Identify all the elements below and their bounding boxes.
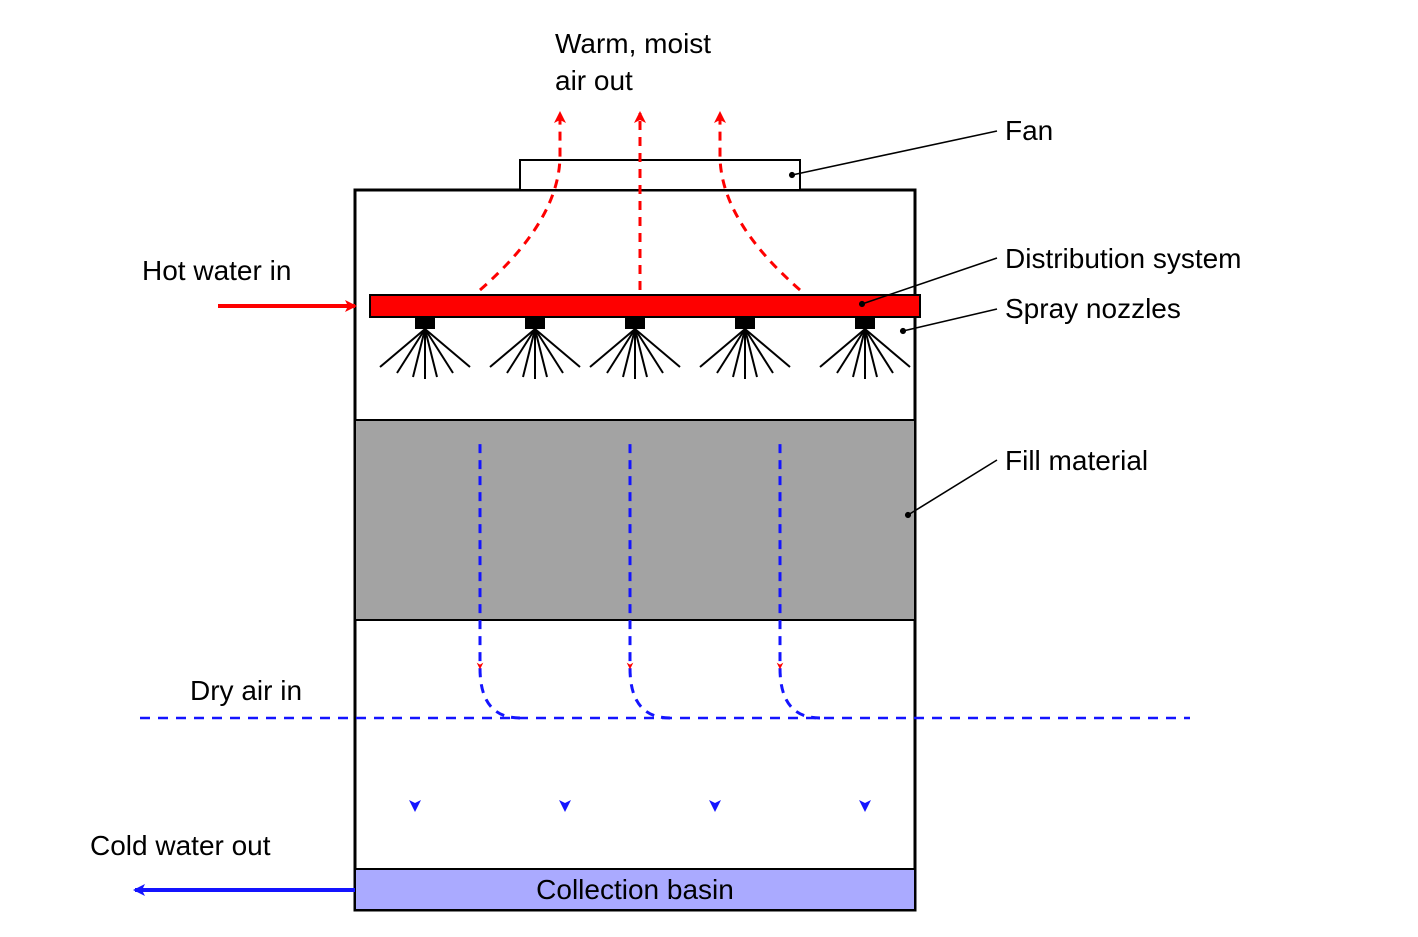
fill-material [355,420,915,620]
spray-ray [425,329,453,373]
spray-ray [865,329,910,367]
spray-ray [590,329,635,367]
label-warm-moist-air-out-2: air out [555,65,633,96]
spray-ray [607,329,635,373]
spray-ray [837,329,865,373]
label-fill-material: Fill material [1005,445,1148,476]
spray-ray [635,329,663,373]
label-distribution-system: Distribution system [1005,243,1242,274]
spray-ray [733,329,745,377]
label-fan: Fan [1005,115,1053,146]
spray-nozzle-2 [625,317,645,329]
spray-ray [745,329,773,373]
spray-nozzle-4 [855,317,875,329]
spray-ray [717,329,745,373]
spray-ray [380,329,425,367]
distribution-system [370,295,920,317]
label-hot-water-in: Hot water in [142,255,291,286]
warm-air-out-arrow-2 [720,113,800,290]
leader-fill_material [908,460,997,515]
spray-ray [865,329,893,373]
spray-ray [865,329,877,377]
fan [520,160,800,190]
spray-ray [425,329,470,367]
spray-ray [745,329,757,377]
label-collection-basin: Collection basin [536,874,734,905]
spray-ray [635,329,647,377]
spray-ray [535,329,580,367]
spray-ray [413,329,425,377]
warm-air-out-arrow-0 [480,113,560,290]
spray-ray [820,329,865,367]
spray-ray [425,329,437,377]
spray-ray [745,329,790,367]
spray-ray [523,329,535,377]
label-dry-air-in: Dry air in [190,675,302,706]
spray-ray [507,329,535,373]
spray-nozzle-1 [525,317,545,329]
spray-nozzle-0 [415,317,435,329]
spray-ray [535,329,547,377]
label-warm-moist-air-out-1: Warm, moist [555,28,711,59]
spray-ray [635,329,680,367]
spray-ray [535,329,563,373]
spray-nozzle-3 [735,317,755,329]
leader-fan [792,131,997,175]
label-cold-water-out: Cold water out [90,830,271,861]
spray-ray [623,329,635,377]
spray-ray [397,329,425,373]
leader-distribution_system [862,258,997,304]
spray-ray [490,329,535,367]
spray-ray [700,329,745,367]
label-spray-nozzles: Spray nozzles [1005,293,1181,324]
cooling-tower-diagram: Warm, moist air out Fan Distribution system… [0,0,1418,937]
spray-ray [853,329,865,377]
